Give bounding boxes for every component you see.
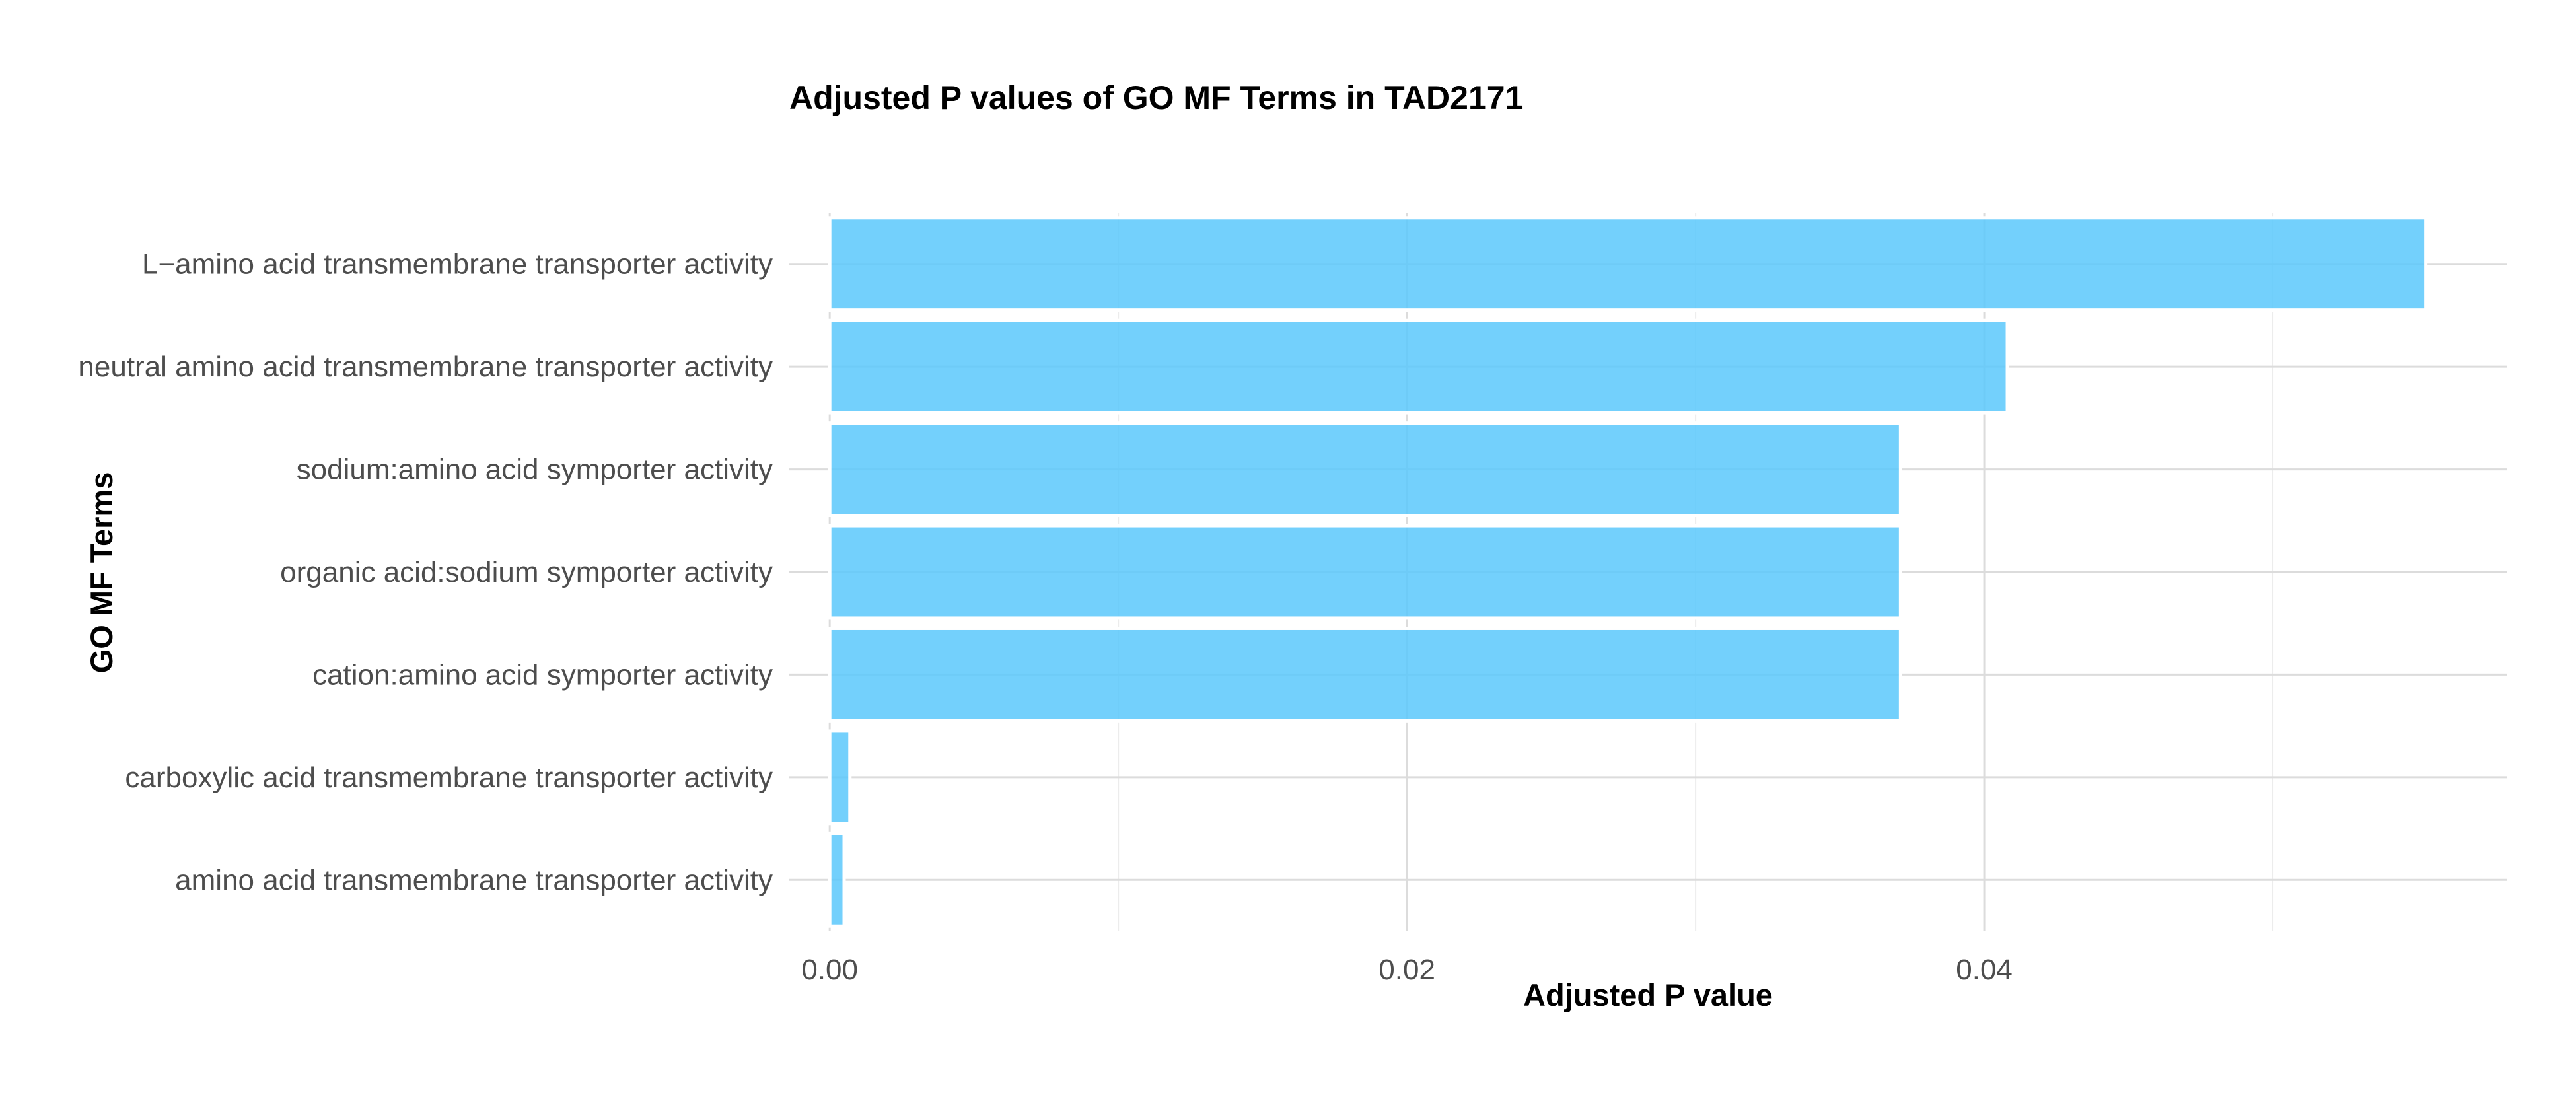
y-axis-title: GO MF Terms xyxy=(84,472,119,674)
x-tick-label: 0.04 xyxy=(1956,954,2013,986)
y-tick-label: neutral amino acid transmembrane transpo… xyxy=(78,351,773,383)
bar xyxy=(828,831,846,928)
x-axis-title: Adjusted P value xyxy=(1523,977,1773,1012)
y-tick-label: sodium:amino acid symporter activity xyxy=(297,454,773,486)
bar xyxy=(828,626,1902,723)
x-tick-label: 0.00 xyxy=(801,954,858,986)
y-tick-label: amino acid transmembrane transporter act… xyxy=(175,864,773,896)
label-layer: L−amino acid transmembrane transporter a… xyxy=(78,248,2012,986)
y-tick-label: carboxylic acid transmembrane transporte… xyxy=(125,761,773,794)
bar xyxy=(828,318,2009,415)
bar xyxy=(828,524,1902,620)
bar-layer xyxy=(828,216,2428,928)
bar xyxy=(828,216,2428,312)
bar xyxy=(828,729,852,826)
x-tick-label: 0.02 xyxy=(1378,954,1435,986)
chart-title: Adjusted P values of GO MF Terms in TAD2… xyxy=(789,79,1523,116)
y-tick-label: organic acid:sodium symporter activity xyxy=(280,556,773,588)
y-tick-label: cation:amino acid symporter activity xyxy=(312,658,773,691)
bar xyxy=(828,421,1902,518)
y-tick-label: L−amino acid transmembrane transporter a… xyxy=(142,248,773,281)
